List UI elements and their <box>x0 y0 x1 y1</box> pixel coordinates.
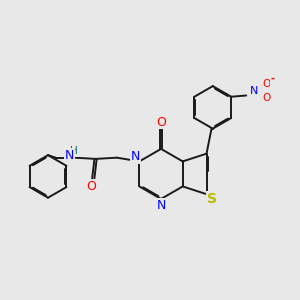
Text: O: O <box>156 116 166 129</box>
Text: +: + <box>260 81 267 90</box>
Text: H: H <box>70 146 78 156</box>
Text: N: N <box>131 151 140 164</box>
Text: O: O <box>262 79 271 89</box>
Text: -: - <box>271 74 275 84</box>
Text: N: N <box>64 149 74 162</box>
Text: N: N <box>156 199 166 212</box>
Text: N: N <box>250 86 259 96</box>
Text: O: O <box>86 180 96 193</box>
Text: S: S <box>207 192 217 206</box>
Text: O: O <box>262 93 271 103</box>
